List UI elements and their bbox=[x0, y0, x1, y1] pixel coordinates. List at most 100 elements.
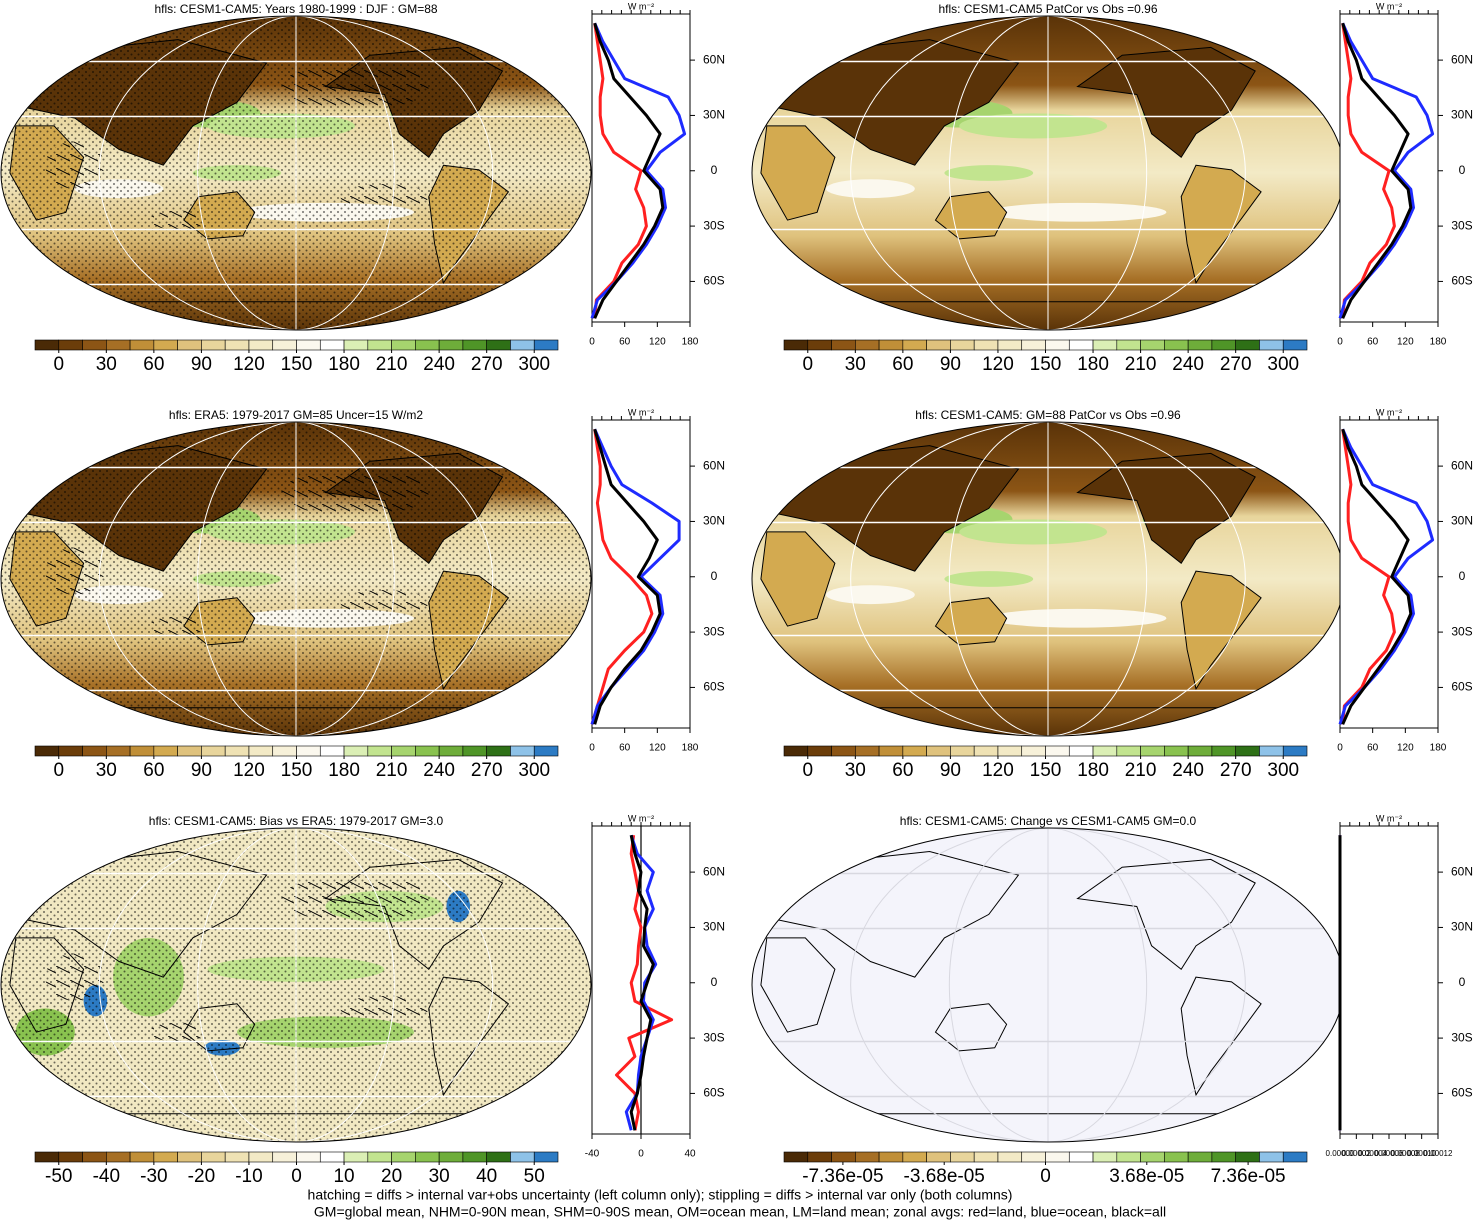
continent bbox=[1076, 46, 1256, 159]
colorbar-label: 90 bbox=[191, 760, 212, 781]
colorbar-label: 180 bbox=[1077, 354, 1109, 375]
colorbar-box bbox=[129, 745, 155, 757]
field-patch bbox=[826, 179, 915, 199]
colorbar-box bbox=[831, 339, 856, 351]
x-tick-label: 120 bbox=[1397, 743, 1414, 754]
x-tick-label: 0.00000 bbox=[1326, 1149, 1355, 1158]
colorbar-box bbox=[1259, 339, 1284, 351]
colorbar-box bbox=[462, 339, 487, 351]
colorbar-box bbox=[878, 339, 904, 351]
colorbar-label: 150 bbox=[1030, 354, 1062, 375]
hatching bbox=[281, 63, 429, 111]
zonal-line bbox=[1341, 22, 1396, 319]
y-tick-label: 30S bbox=[1451, 218, 1472, 232]
y-tick-label: 60N bbox=[703, 864, 725, 878]
x-tick-label: 40 bbox=[684, 1149, 696, 1160]
zonal-line bbox=[629, 834, 655, 1131]
colorbar-label: 0 bbox=[53, 354, 64, 375]
colorbar-label: 30 bbox=[429, 1166, 450, 1187]
x-tick-label: 60 bbox=[1367, 743, 1379, 754]
y-tick-label: 60N bbox=[1451, 864, 1473, 878]
colorbar-label: 30 bbox=[845, 354, 866, 375]
colorbar-label: 60 bbox=[892, 354, 913, 375]
colorbar-label: 300 bbox=[518, 760, 550, 781]
meridian bbox=[197, 422, 395, 736]
colorbar-label: 270 bbox=[1220, 354, 1252, 375]
y-tick-label: 0 bbox=[711, 975, 718, 989]
x-tick-label: 60 bbox=[619, 743, 631, 754]
colorbar-box bbox=[248, 1151, 274, 1163]
y-tick-label: 30N bbox=[1451, 514, 1473, 528]
colorbar-box bbox=[1140, 339, 1165, 351]
x-tick-label: 120 bbox=[1397, 337, 1414, 348]
colorbar-box bbox=[201, 339, 226, 351]
colorbar-label: 240 bbox=[423, 354, 455, 375]
colorbar-box bbox=[973, 1151, 999, 1163]
field-patch bbox=[826, 585, 915, 605]
map-outline bbox=[0, 421, 592, 737]
colorbar-label: -3.68e-05 bbox=[904, 1166, 985, 1187]
colorbar-label: 240 bbox=[423, 760, 455, 781]
colorbar-box bbox=[1187, 745, 1213, 757]
map-title: hfls: CESM1-CAM5 PatCor vs Obs =0.96 bbox=[938, 2, 1157, 16]
colorbar-box bbox=[973, 745, 999, 757]
zonal-line bbox=[593, 428, 662, 725]
colorbar-label: 120 bbox=[982, 760, 1014, 781]
colorbar-label: 60 bbox=[143, 354, 164, 375]
colorbar-box bbox=[58, 339, 83, 351]
colorbar-box bbox=[783, 745, 809, 757]
colorbar-box bbox=[1211, 1151, 1236, 1163]
zonal-line bbox=[624, 834, 658, 1131]
colorbar-box bbox=[296, 339, 321, 351]
colorbar-label: 90 bbox=[191, 354, 212, 375]
zonal-frame bbox=[1339, 13, 1439, 323]
continent bbox=[934, 1003, 1008, 1052]
y-tick-label: 30S bbox=[703, 218, 724, 232]
colorbar-box bbox=[1045, 339, 1070, 351]
meridian bbox=[98, 16, 494, 330]
colorbar-label: 30 bbox=[96, 760, 117, 781]
meridian bbox=[850, 422, 1246, 736]
colorbar-box bbox=[878, 1151, 904, 1163]
colorbar-box bbox=[1068, 339, 1094, 351]
colorbar-label: 20 bbox=[381, 1166, 402, 1187]
colorbar-label: 300 bbox=[1267, 760, 1299, 781]
continent bbox=[1180, 570, 1262, 691]
colorbar-label: 30 bbox=[96, 354, 117, 375]
colorbar-box bbox=[878, 745, 904, 757]
x-tick-label: 180 bbox=[1430, 337, 1447, 348]
colorbar-box bbox=[902, 339, 927, 351]
continent bbox=[760, 937, 836, 1033]
map bbox=[1, 16, 591, 330]
unit-label: W m⁻² bbox=[628, 813, 654, 823]
map-outline bbox=[0, 827, 592, 1143]
colorbar-box bbox=[510, 745, 535, 757]
colorbar-box bbox=[807, 745, 832, 757]
colorbar-label: 270 bbox=[471, 354, 503, 375]
x-tick-label: 0.00006 bbox=[1375, 1149, 1404, 1158]
x-tick-label: 180 bbox=[682, 743, 699, 754]
colorbar-box bbox=[1164, 1151, 1189, 1163]
colorbar-box bbox=[391, 339, 416, 351]
colorbar-box bbox=[1021, 339, 1046, 351]
meridian bbox=[98, 828, 494, 1142]
y-tick-label: 60S bbox=[703, 274, 724, 288]
zonal-line bbox=[593, 22, 665, 319]
colorbar-box bbox=[1140, 745, 1165, 757]
colorbar-box bbox=[1116, 745, 1141, 757]
colorbar-label: 300 bbox=[518, 354, 550, 375]
footer-line: GM=global mean, NHM=0-90N mean, SHM=0-90… bbox=[314, 1204, 1166, 1220]
y-tick-label: 30N bbox=[1451, 920, 1473, 934]
colorbar-box bbox=[415, 745, 440, 757]
footer-line: hatching = diffs > internal var+obs unce… bbox=[308, 1187, 1013, 1203]
colorbar-box bbox=[1259, 1151, 1284, 1163]
colorbar-box bbox=[1092, 1151, 1118, 1163]
zonal-line bbox=[590, 428, 654, 725]
colorbar-box bbox=[343, 339, 369, 351]
colorbar-label: 180 bbox=[328, 354, 360, 375]
colorbar-box bbox=[950, 745, 975, 757]
colorbar-box bbox=[1116, 1151, 1141, 1163]
unit-label: W m⁻² bbox=[1376, 813, 1402, 823]
colorbar-label: 210 bbox=[376, 760, 408, 781]
